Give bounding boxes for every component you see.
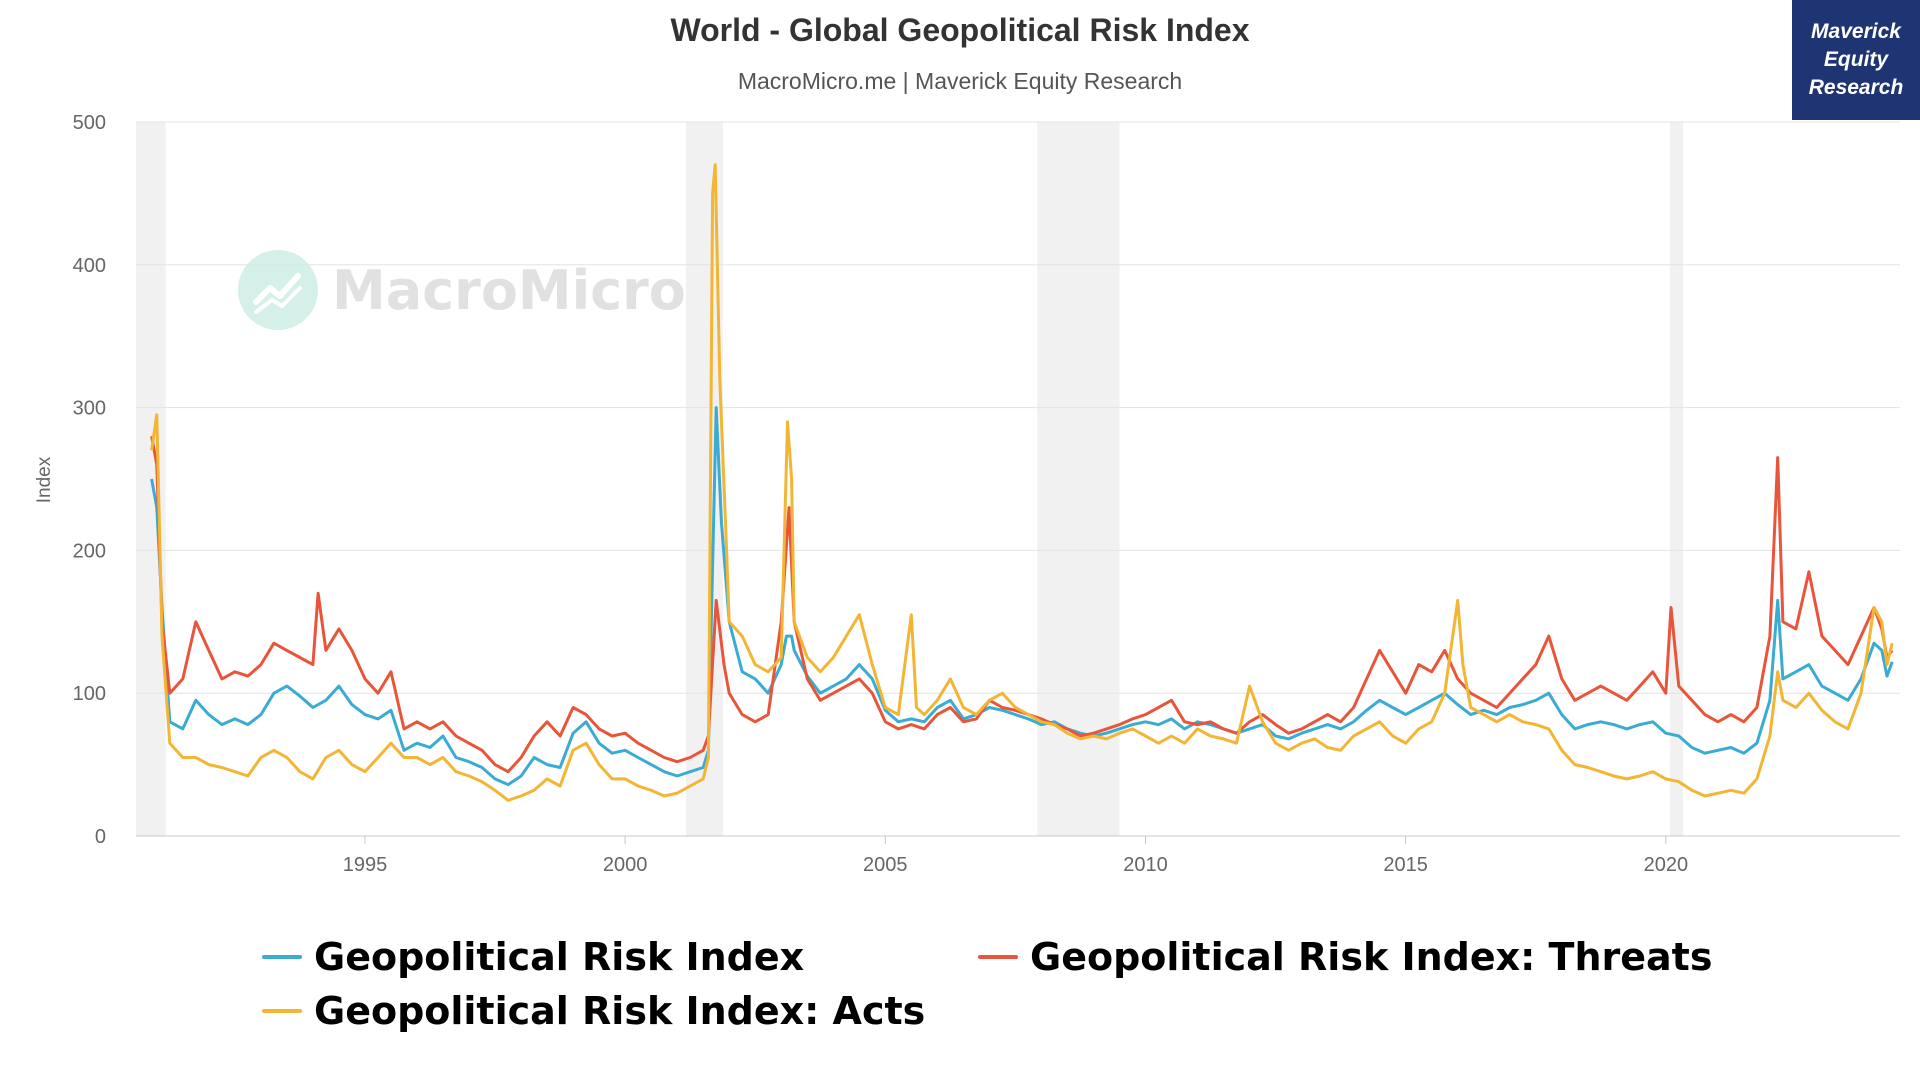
brand-badge: Maverick Equity Research xyxy=(1792,0,1920,120)
y-tick-label: 500 xyxy=(73,112,106,134)
legend-label: Geopolitical Risk Index: Threats xyxy=(1030,935,1713,979)
x-tick-label: 2005 xyxy=(863,854,908,876)
gridlines xyxy=(136,121,1900,837)
series-line-0 xyxy=(150,406,1894,787)
watermark-text: MacroMicro xyxy=(332,258,686,322)
y-tick-label: 100 xyxy=(73,683,106,705)
y-tick-label: 200 xyxy=(73,540,106,562)
shaded-periods xyxy=(136,122,1684,836)
series-lines xyxy=(150,163,1894,802)
y-tick-label: 400 xyxy=(73,255,106,277)
series-line-1 xyxy=(150,435,1894,774)
x-tick-label: 2015 xyxy=(1383,854,1428,876)
chart-trend-icon xyxy=(238,250,318,330)
legend-label: Geopolitical Risk Index xyxy=(314,935,805,979)
legend-label: Geopolitical Risk Index: Acts xyxy=(314,989,926,1033)
brand-badge-line: Equity xyxy=(1823,48,1889,71)
shaded-period xyxy=(1037,122,1120,836)
legend-swatch xyxy=(262,955,302,959)
x-tick-label: 2010 xyxy=(1123,854,1168,876)
chart-title: World - Global Geopolitical Risk Index xyxy=(670,12,1250,48)
axes: 0 100 200 300 400 500 1995 2000 2005 2010 2015 2020 xyxy=(73,112,1900,876)
legend-item-threats[interactable]: Geopolitical Risk Index: Threats xyxy=(978,935,1712,979)
legend-item-gpr[interactable]: Geopolitical Risk Index xyxy=(262,935,804,979)
shaded-period xyxy=(136,122,166,836)
chart-subtitle: MacroMicro.me | Maverick Equity Research xyxy=(737,68,1183,94)
legend-swatch xyxy=(262,1009,302,1013)
legend-swatch xyxy=(978,955,1018,959)
shaded-period xyxy=(1670,122,1684,836)
legend: Geopolitical Risk Index Geopolitical Ris… xyxy=(262,935,1822,1045)
y-tick-label: 300 xyxy=(73,398,106,420)
watermark: MacroMicro xyxy=(238,250,686,330)
x-tick-label: 1995 xyxy=(343,854,388,876)
x-tick-label: 2020 xyxy=(1644,854,1689,876)
brand-badge-line: Research xyxy=(1808,76,1904,99)
y-axis-label: Index xyxy=(34,456,55,503)
y-tick-label: 0 xyxy=(95,826,106,848)
x-tick-label: 2000 xyxy=(603,854,648,876)
legend-item-acts[interactable]: Geopolitical Risk Index: Acts xyxy=(262,989,925,1033)
series-line-2 xyxy=(150,163,1894,802)
brand-badge-line: Maverick xyxy=(1811,20,1901,43)
